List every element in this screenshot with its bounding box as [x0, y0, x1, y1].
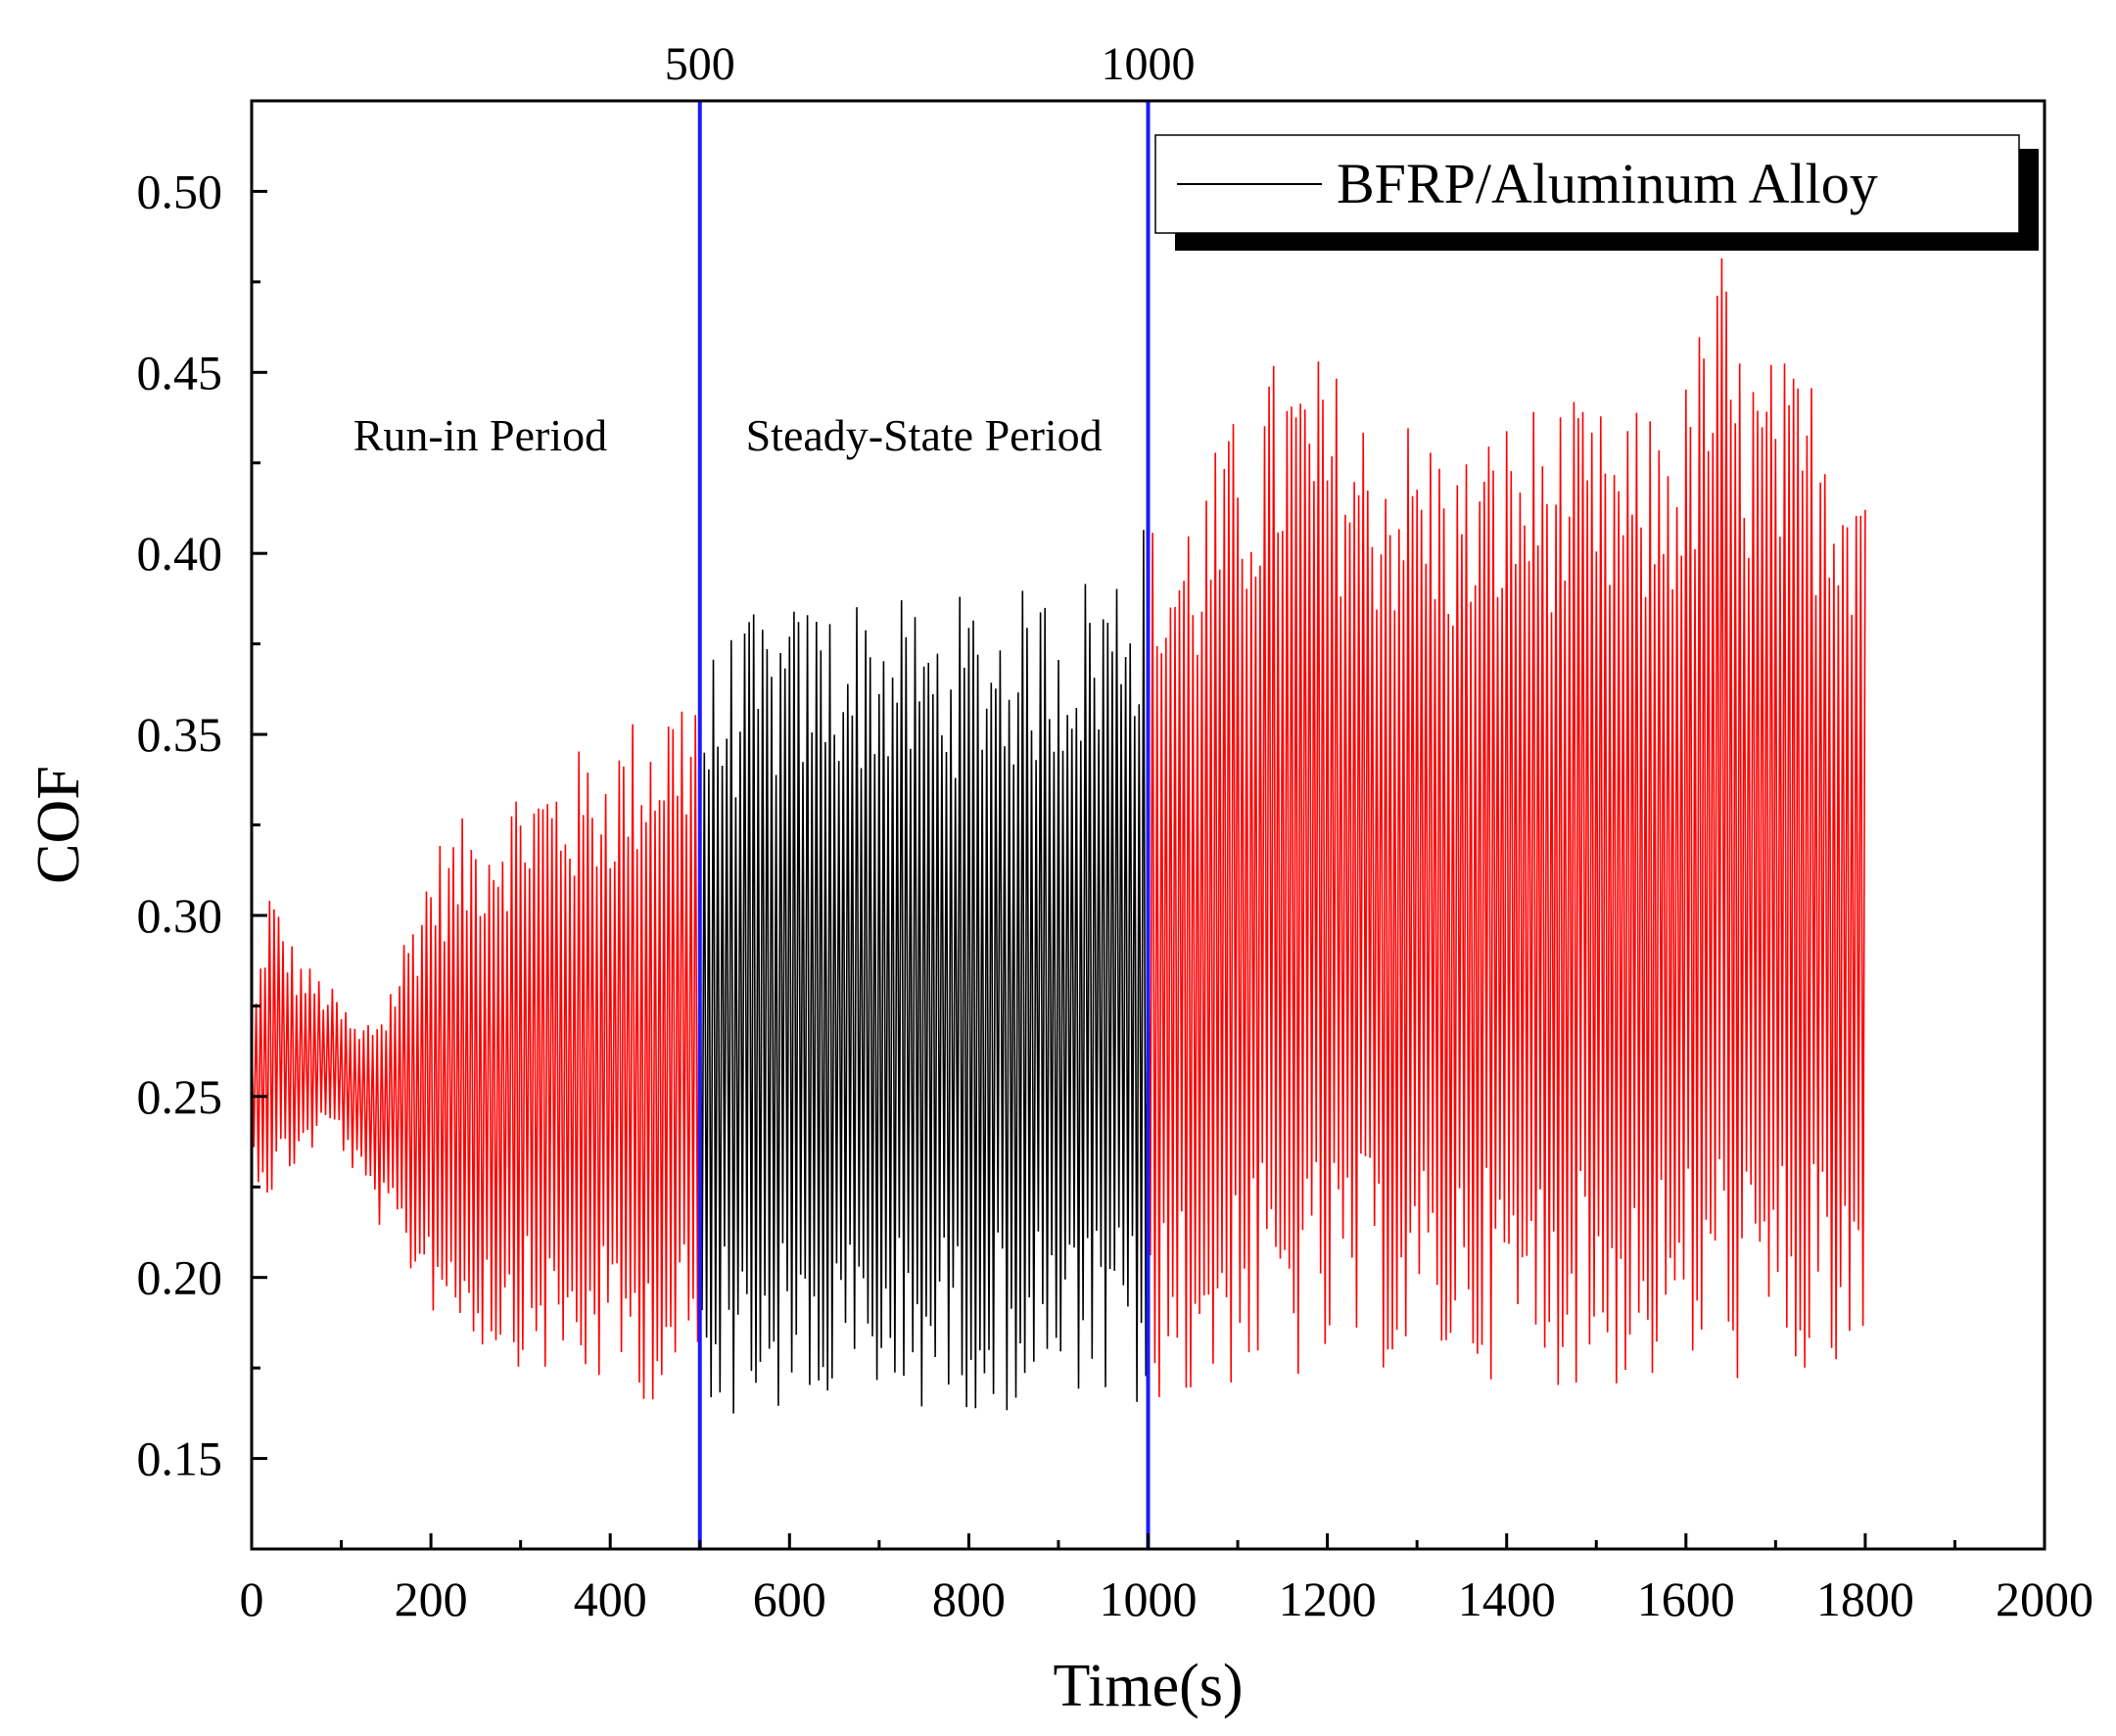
y-tick-label: 0.30	[137, 888, 223, 943]
vline-label-1000: 1000	[1102, 38, 1196, 90]
x-tick-label: 1400	[1458, 1572, 1556, 1626]
x-tick-label: 800	[932, 1572, 1006, 1626]
y-tick-label: 0.40	[137, 526, 223, 581]
y-tick-label: 0.35	[137, 707, 223, 762]
x-tick-label: 1200	[1279, 1572, 1377, 1626]
series-segment-1	[252, 711, 701, 1400]
x-tick-label: 1600	[1637, 1572, 1735, 1626]
axes: 0 200 400 600 800 1000 1200 1400 1600 1800 2000 0.1…	[25, 99, 2093, 1719]
legend: BFRP/Aluminum Alloy	[1154, 134, 2039, 251]
y-tick-label: 0.20	[137, 1250, 223, 1305]
y-axis-label: COF	[25, 766, 92, 884]
y-tick-label: 0.15	[137, 1431, 223, 1486]
vertical-lines: 500 1000	[665, 38, 1196, 1549]
annotation-2: Steady-State Period	[746, 410, 1103, 460]
x-tick-label: 1800	[1816, 1572, 1914, 1626]
x-tick-label: 1000	[1100, 1572, 1198, 1626]
x-axis-label: Time(s)	[1053, 1653, 1243, 1719]
annotations: Run-in Period Steady-State Period	[353, 410, 1103, 460]
y-tick-label: 0.45	[137, 345, 223, 399]
x-tick-label: 0	[240, 1572, 264, 1626]
x-tick-label: 400	[574, 1572, 647, 1626]
x-tick-label: 600	[753, 1572, 826, 1626]
x-tick-label: 200	[395, 1572, 468, 1626]
y-tick-label: 0.50	[137, 164, 223, 218]
x-tick-label: 2000	[1996, 1572, 2093, 1626]
annotation-1: Run-in Period	[353, 410, 607, 460]
y-tick-label: 0.25	[137, 1069, 223, 1124]
series-layer	[252, 258, 1866, 1414]
series-segment-2	[698, 530, 1150, 1414]
vline-label-500: 500	[665, 38, 735, 90]
series-segment-3	[1147, 258, 1866, 1397]
legend-label: BFRP/Aluminum Alloy	[1337, 152, 1878, 215]
